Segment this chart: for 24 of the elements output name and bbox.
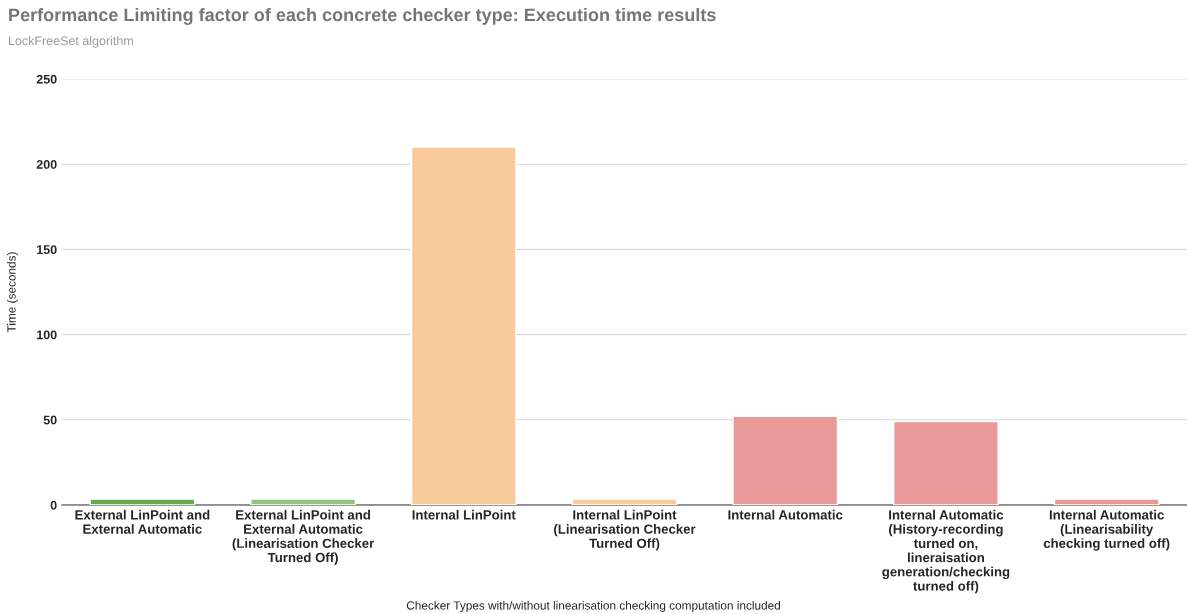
bar bbox=[732, 415, 839, 505]
x-tick-label: Internal Automatic (History-recording turned on, lineraisation generation/checking turned off) bbox=[882, 509, 1010, 594]
x-axis-title: Checker Types with/without linearisation checking computation included bbox=[406, 600, 780, 612]
y-axis-title: Time (seconds) bbox=[7, 252, 18, 333]
y-tick-label: 250 bbox=[36, 74, 57, 84]
bar bbox=[410, 146, 517, 505]
y-tick-label: 200 bbox=[36, 160, 57, 169]
bar bbox=[250, 498, 356, 505]
chart-subtitle: LockFreeSet algorithm bbox=[9, 36, 133, 48]
y-tick-label: 150 bbox=[37, 245, 57, 255]
x-tick-label: Internal LinPoint (Linearisation Checker Turned Off) bbox=[554, 509, 696, 551]
bar bbox=[1053, 498, 1160, 505]
chart-title: Performance Limiting factor of each concrete checker type: Execution time results bbox=[9, 8, 716, 25]
bar bbox=[571, 498, 678, 505]
bar bbox=[89, 498, 196, 505]
x-tick-label: External LinPoint and External Automatic bbox=[75, 509, 210, 534]
y-tick-label: 100 bbox=[37, 330, 57, 340]
bar bbox=[893, 420, 999, 505]
x-tick-label: Internal LinPoint bbox=[412, 509, 516, 520]
x-tick-label: Internal Automatic bbox=[728, 509, 843, 520]
y-tick-label: 50 bbox=[43, 415, 57, 425]
y-tick-label: 0 bbox=[50, 500, 57, 510]
x-tick-label: External LinPoint and External Automatic (Linearisation Checker Turned Off) bbox=[232, 509, 374, 565]
x-tick-label: Internal Automatic (Linearisability checking turned off) bbox=[1043, 509, 1170, 551]
